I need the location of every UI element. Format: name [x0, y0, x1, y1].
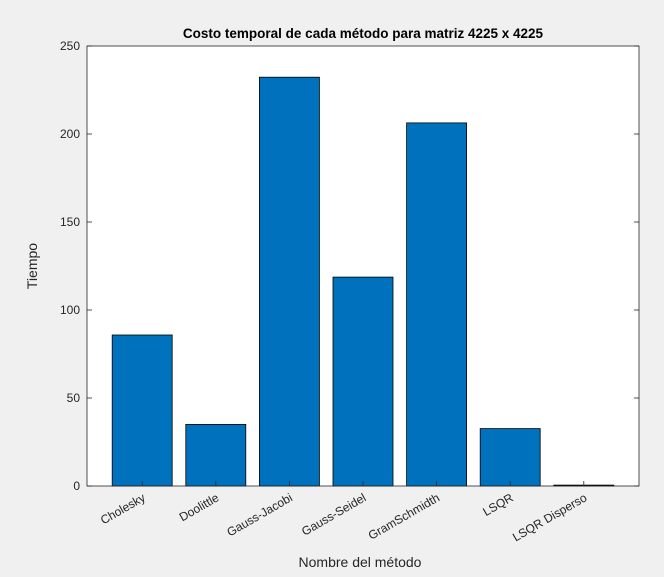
- bar-lsqr: [479, 428, 541, 487]
- x-axis-ticks: Cholesky Doolittle Gauss-Jacobi Gauss-Seide…: [98, 481, 590, 544]
- x-tick-label: LSQR Disperso: [510, 490, 589, 544]
- y-tick-label: 50: [67, 391, 81, 405]
- x-axis-label: Nombre del método: [299, 554, 422, 570]
- bar-gramschmidth: [406, 122, 468, 487]
- x-tick-label: Gauss-Seidel: [299, 490, 368, 538]
- x-tick-label: LSQR: [480, 490, 516, 519]
- y-tick-label: 0: [73, 479, 80, 493]
- y-tick-label: 150: [60, 215, 80, 229]
- x-tick-label: Doolittle: [177, 490, 222, 524]
- axes-box: [86, 45, 640, 487]
- bar-cholesky: [111, 334, 173, 487]
- y-axis-label: Tiempo: [24, 243, 40, 289]
- y-tick-label: 100: [60, 303, 80, 317]
- chart-title: Costo temporal de cada método para matri…: [183, 26, 544, 41]
- y-tick-label: 200: [60, 127, 80, 141]
- x-tick-label: GramSchmidth: [366, 490, 442, 542]
- y-tick-label: 250: [60, 39, 80, 53]
- bar-doolittle: [185, 423, 247, 487]
- bar-gauss-seidel: [332, 276, 394, 487]
- y-axis-ticks: 0 50 100 150 200 250: [60, 39, 639, 493]
- bars-group: [111, 76, 615, 487]
- bar-gauss-jacobi: [258, 76, 320, 487]
- x-tick-label: Cholesky: [98, 490, 148, 527]
- x-tick-label: Gauss-Jacobi: [224, 490, 295, 539]
